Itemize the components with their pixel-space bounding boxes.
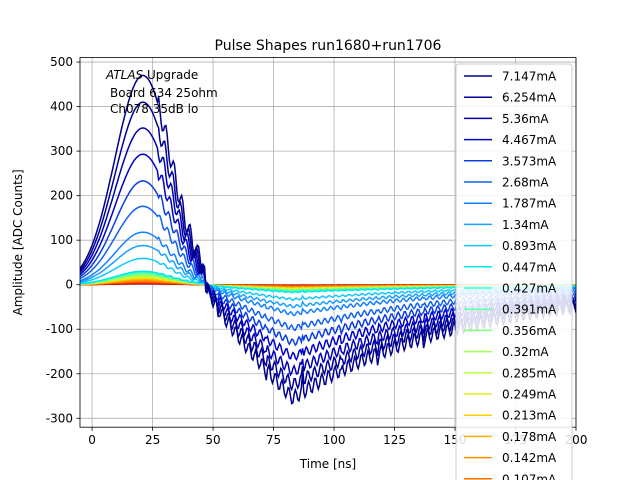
y-tick-label: -300	[46, 411, 73, 425]
y-tick-label: 500	[50, 55, 73, 69]
annotation-line-2: Board 634 25ohm	[110, 86, 218, 100]
annotation-text: ATLAS Upgrade Board 634 25ohm Ch078 35dB…	[105, 68, 218, 116]
x-tick-label: 125	[383, 433, 406, 447]
legend-label: 5.36mA	[502, 112, 549, 126]
y-tick-label: 0	[65, 278, 73, 292]
legend-label: 0.178mA	[502, 430, 557, 444]
legend-label: 0.249mA	[502, 388, 557, 402]
legend-label: 0.447mA	[502, 260, 557, 274]
y-tick-label: 200	[50, 189, 73, 203]
x-tick-label: 50	[205, 433, 220, 447]
annotation-line-3: Ch078 35dB lo	[110, 102, 198, 116]
legend-label: 0.107mA	[502, 472, 557, 480]
legend-box	[455, 63, 573, 480]
legend-label: 0.391mA	[502, 303, 557, 317]
y-tick-label: -100	[46, 322, 73, 336]
legend-label: 0.213mA	[502, 409, 557, 423]
y-tick-label: 400	[50, 100, 73, 114]
legend-label: 1.34mA	[502, 218, 549, 232]
legend-label: 0.427mA	[502, 282, 557, 296]
legend-label: 7.147mA	[502, 70, 557, 84]
legend-label: 2.68mA	[502, 176, 549, 190]
legend-label: 3.573mA	[502, 154, 557, 168]
x-tick-label: 0	[88, 433, 96, 447]
x-axis-label: Time [ns]	[299, 457, 356, 471]
legend-label: 0.142mA	[502, 451, 557, 465]
legend-label: 0.356mA	[502, 324, 557, 338]
legend-label: 0.32mA	[502, 345, 549, 359]
chart-title: Pulse Shapes run1680+run1706	[215, 38, 442, 54]
plot-frame	[79, 57, 577, 428]
legend-label: 4.467mA	[502, 133, 557, 147]
y-tick-label: 300	[50, 144, 73, 158]
y-tick-label: 100	[50, 233, 73, 247]
legend: 7.147mA 6.254mA 5.36mA 4.467mA 3.573mA 2.68mA…	[455, 63, 573, 480]
legend-label: 0.285mA	[502, 366, 557, 380]
legend-label: 6.254mA	[502, 91, 557, 105]
x-tick-label: 100	[323, 433, 346, 447]
annotation-line-1: ATLAS Upgrade	[105, 68, 198, 82]
y-axis-label: Amplitude [ADC Counts]	[11, 169, 25, 315]
x-tick-label: 75	[266, 433, 281, 447]
x-tick-label: 25	[145, 433, 160, 447]
legend-label: 1.787mA	[502, 197, 557, 211]
legend-label: 0.893mA	[502, 239, 557, 253]
y-tick-label: -200	[46, 367, 73, 381]
